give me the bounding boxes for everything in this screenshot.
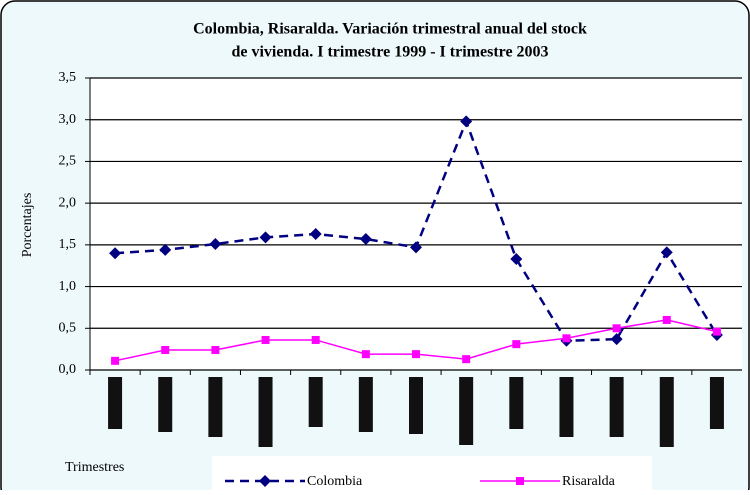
y-tick-label: 0,0 [59,362,77,377]
legend [212,456,652,492]
x-tick-label-glyphs [308,377,323,427]
x-tick-label-glyphs [459,377,474,445]
point [309,228,322,241]
point [111,356,120,365]
point [660,246,673,259]
point [261,335,270,344]
point [712,327,721,336]
point [460,115,473,128]
x-tick-label-glyphs [409,377,423,434]
x-tick-label-glyphs [158,377,173,432]
point [161,345,170,354]
y-tick-label: 2,5 [59,154,77,169]
point [359,233,372,246]
point [259,231,272,244]
x-tick-label-glyphs [559,377,574,437]
chart-title: Colombia, Risaralda. Variación trimestra… [193,21,587,38]
point [512,340,521,349]
x-tick-label-glyphs [258,377,273,447]
point [361,350,370,359]
y-tick-label: 3,5 [59,70,77,85]
y-axis-label: Porcentajes [20,193,35,258]
y-tick-label: 2,0 [59,195,77,210]
x-tick-label-glyphs [609,377,624,437]
point [311,335,320,344]
legend-marker [516,477,524,485]
point [610,333,623,346]
legend-marker [259,475,271,487]
point [211,345,220,354]
x-tick-label-glyphs [709,377,724,429]
y-tick-label: 1,0 [59,279,77,294]
point [159,243,172,256]
x-tick-label-glyphs [509,377,524,429]
point [562,334,571,343]
point [412,350,420,359]
point [662,315,671,324]
x-axis-label: Trimestres [65,460,124,475]
point [510,253,523,266]
y-tick-label: 3,0 [59,112,77,127]
point [462,355,471,364]
plot-area [90,78,742,370]
point [612,324,621,333]
point [410,241,422,254]
x-tick-label-glyphs [358,377,373,432]
chart-title: de vivienda. I trimestre 1999 - I trimes… [231,44,548,61]
x-tick-label-glyphs [659,377,674,447]
legend-label: Risaralda [562,474,616,489]
x-tick-label-glyphs [108,377,123,429]
x-tick-label-glyphs [208,377,223,437]
y-tick-label: 0,5 [59,321,77,336]
y-tick-label: 1,5 [59,237,77,252]
point [109,247,122,260]
point [209,238,222,251]
legend-label: Colombia [307,474,363,489]
